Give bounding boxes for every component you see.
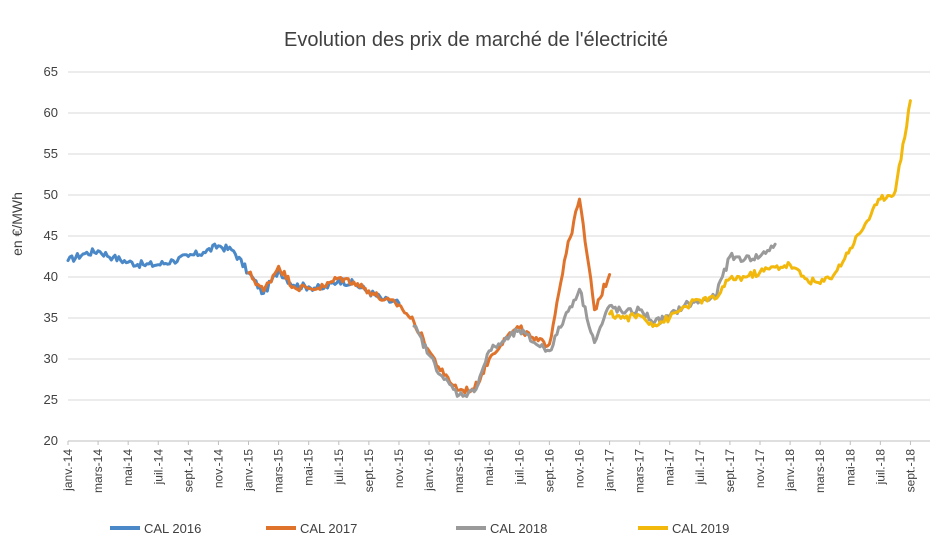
y-tick-label: 20 [44,433,58,448]
y-tick-label: 40 [44,269,58,284]
legend-label: CAL 2016 [144,521,201,536]
x-tick-label: janv.-16 [422,449,436,492]
x-tick-label: mars-18 [813,449,827,493]
x-tick-label: nov.-14 [211,449,225,488]
x-tick-label: mai-16 [482,449,496,486]
legend: CAL 2016 CAL 2017 CAL 2018 CAL 2019 [110,521,729,536]
series-line-cal-2016 [66,242,401,305]
legend-label: CAL 2018 [490,521,547,536]
y-axis-label: en €/MWh [9,192,25,256]
y-tick-label: 25 [44,392,58,407]
x-tick-label: sept.-14 [181,449,195,493]
x-tick-label: janv.-14 [61,449,75,492]
x-tick-label: mai-15 [302,449,316,486]
x-tick-label: sept.-17 [723,449,737,493]
x-tick-label: juil.-14 [151,449,165,486]
legend-label: CAL 2019 [672,521,729,536]
series-line-cal-2017 [247,197,612,395]
y-tick-label: 50 [44,187,58,202]
x-tick-labels: janv.-14 mars-14 mai-14 juil.-14 sept.-14 nov… [61,441,917,493]
x-tick-label: mai-14 [121,449,135,486]
y-tick-label: 45 [44,228,58,243]
x-tick-label: janv.-15 [242,449,256,492]
series-lines [66,99,912,398]
x-tick-label: mai-18 [843,449,857,486]
x-tick-label: mai-17 [663,449,677,486]
x-tick-label: sept.-16 [542,449,556,493]
x-tick-label: janv.-17 [603,449,617,492]
x-tick-label: juil.-16 [512,449,526,486]
grid-lines [68,71,930,442]
series-line-cal-2019 [608,99,912,328]
x-tick-label: juil.-15 [332,449,346,486]
x-tick-label: mars-15 [272,449,286,493]
chart-title: Evolution des prix de marché de l'électr… [284,29,668,51]
x-tick-label: mars-16 [452,449,466,493]
x-tick-label: nov.-17 [753,449,767,488]
x-tick-label: nov.-15 [392,449,406,488]
x-tick-label: mars-17 [633,449,647,493]
y-tick-labels: 20 25 30 35 40 45 50 55 60 65 [44,64,58,448]
x-tick-label: juil.-17 [693,449,707,486]
x-tick-label: nov.-16 [572,449,586,488]
x-tick-label: sept.-18 [903,449,917,493]
x-tick-label: janv.-18 [783,449,797,492]
series-line-cal-2018 [412,242,777,398]
x-tick-label: mars-14 [91,449,105,493]
y-tick-label: 35 [44,310,58,325]
y-tick-label: 65 [44,64,58,79]
y-tick-label: 60 [44,105,58,120]
y-tick-label: 30 [44,351,58,366]
y-tick-label: 55 [44,146,58,161]
x-tick-label: sept.-15 [362,449,376,493]
legend-label: CAL 2017 [300,521,357,536]
x-tick-label: juil.-18 [873,449,887,486]
